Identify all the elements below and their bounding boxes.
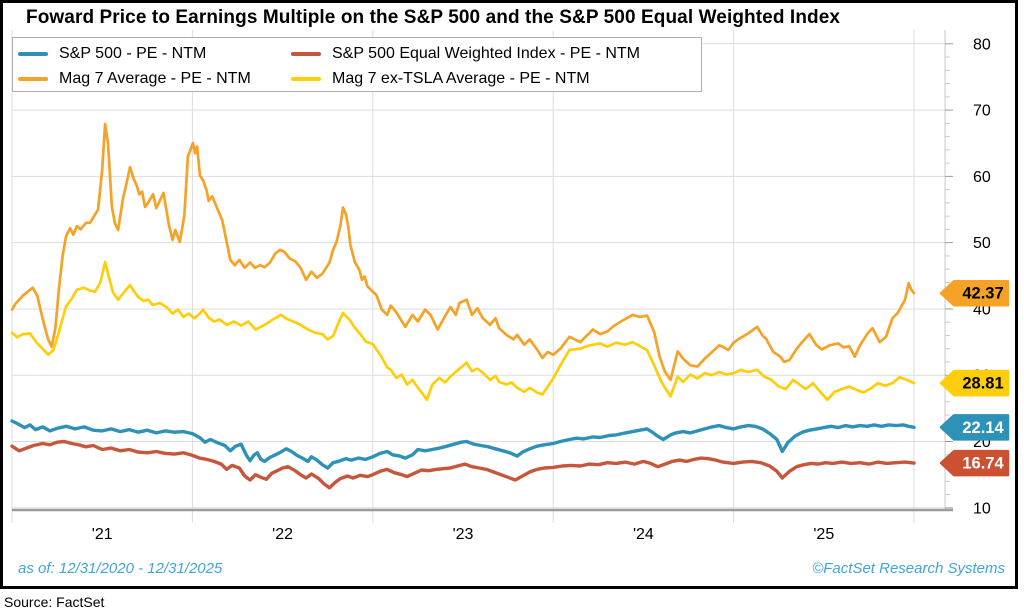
y-axis-label: 70 xyxy=(973,103,991,120)
series-line xyxy=(10,419,916,470)
value-tag-label: 22.14 xyxy=(962,419,1004,437)
x-axis-label: '24 xyxy=(633,526,654,543)
legend-line-swatch xyxy=(18,77,48,81)
chart-title: Foward Price to Earnings Multiple on the… xyxy=(26,7,841,28)
source-note: Source: FactSet xyxy=(4,594,105,610)
legend-item-label: S&P 500 Equal Weighted Index - PE - NTM xyxy=(332,45,641,62)
as-of-date-range: as of: 12/31/2020 - 12/31/2025 xyxy=(18,560,223,577)
x-axis-label: '21 xyxy=(92,526,113,543)
legend-line-swatch xyxy=(291,77,321,81)
value-tag-label: 42.37 xyxy=(962,285,1003,303)
value-tag-label: 16.74 xyxy=(962,455,1004,473)
x-axis-label: '22 xyxy=(272,526,293,543)
y-axis-label: 80 xyxy=(973,36,991,53)
legend-item: Mag 7 ex-TSLA Average - PE - NTM xyxy=(291,69,590,89)
value-tag xyxy=(939,414,1010,441)
legend-line-swatch xyxy=(291,52,321,56)
x-axis-label: '23 xyxy=(453,526,474,543)
y-axis-label: 10 xyxy=(973,500,991,517)
x-axis-label: '25 xyxy=(813,526,834,543)
legend-item: S&P 500 Equal Weighted Index - PE - NTM xyxy=(291,44,640,64)
y-axis-label: 50 xyxy=(973,235,991,252)
legend-item-label: S&P 500 - PE - NTM xyxy=(59,45,207,62)
legend: S&P 500 - PE - NTM S&P 500 Equal Weighted… xyxy=(12,37,702,92)
series-line xyxy=(10,439,916,490)
chart-border-frame xyxy=(0,0,1018,589)
legend-item: Mag 7 Average - PE - NTM xyxy=(18,69,251,89)
series-line xyxy=(10,260,916,402)
value-tag xyxy=(939,369,1010,397)
legend-line-swatch xyxy=(18,52,48,56)
value-tag xyxy=(939,279,1010,307)
legend-item-label: Mag 7 ex-TSLA Average - PE - NTM xyxy=(332,70,590,87)
series-line xyxy=(10,122,916,382)
value-tag xyxy=(939,449,1010,477)
legend-item: S&P 500 - PE - NTM xyxy=(18,44,206,64)
legend-item-label: Mag 7 Average - PE - NTM xyxy=(59,70,251,87)
y-axis-label: 60 xyxy=(973,169,991,186)
factset-copyright: ©FactSet Research Systems xyxy=(812,560,1005,577)
value-tag-label: 28.81 xyxy=(962,375,1003,393)
